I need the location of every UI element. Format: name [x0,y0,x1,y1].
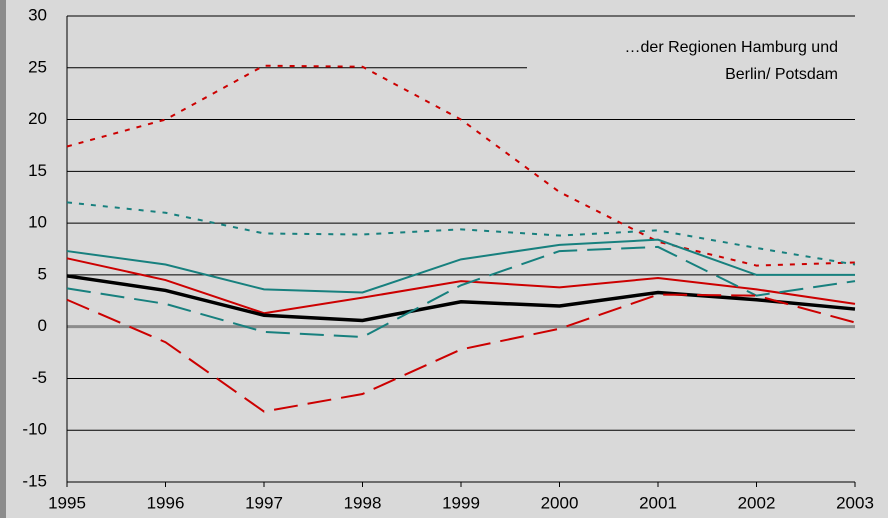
y-tick-label: 20 [28,109,47,128]
left-strip [0,0,6,518]
annotation: Berlin/ Potsdam [725,66,838,83]
y-tick-label: 15 [28,161,47,180]
y-tick-label: -15 [22,471,47,490]
x-tick-label: 2002 [738,493,776,512]
y-tick-label: -10 [22,420,47,439]
x-tick-label: 1998 [344,493,382,512]
series-line [66,257,856,315]
series-line [66,274,856,323]
series-line [66,201,856,266]
x-tick-label: 2000 [541,493,579,512]
x-tick-label: 2001 [639,493,677,512]
series-line [66,293,856,413]
x-tick-label: 1997 [245,493,283,512]
y-tick-label: 0 [38,316,47,335]
y-tick-label: -5 [32,368,47,387]
series-line [66,238,855,294]
annotation-box [527,46,855,104]
series-line [66,245,856,339]
x-tick-label: 1996 [147,493,185,512]
x-tick-label: 2003 [836,493,874,512]
y-tick-label: 30 [28,5,47,24]
y-tick-label: 10 [28,213,47,232]
y-tick-label: 5 [38,264,47,283]
annotation: …der Regionen Hamburg und [625,39,838,56]
x-tick-label: 1995 [48,493,86,512]
y-tick-label: 25 [28,57,47,76]
series-line [66,64,856,267]
x-tick-label: 1999 [442,493,480,512]
